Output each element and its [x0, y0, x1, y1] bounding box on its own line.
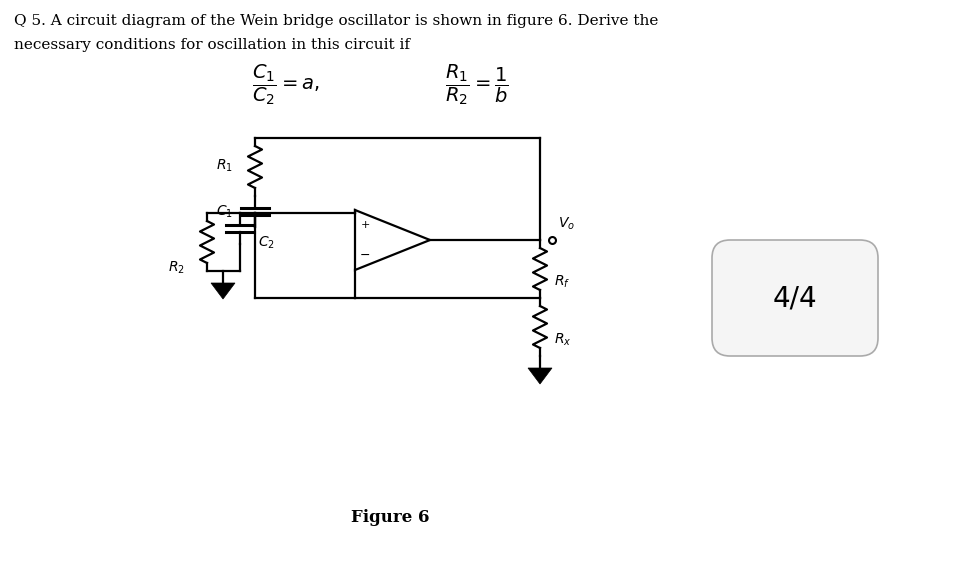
Text: $R_2$: $R_2$: [168, 260, 185, 276]
Text: $\dfrac{C_1}{C_2} = a,$: $\dfrac{C_1}{C_2} = a,$: [252, 62, 319, 107]
Text: $R_x$: $R_x$: [554, 332, 572, 348]
Polygon shape: [528, 368, 552, 384]
Polygon shape: [211, 283, 235, 299]
Text: necessary conditions for oscillation in this circuit if: necessary conditions for oscillation in …: [14, 38, 410, 52]
Text: Q 5. A circuit diagram of the Wein bridge oscillator is shown in figure 6. Deriv: Q 5. A circuit diagram of the Wein bridg…: [14, 14, 659, 28]
Text: Figure 6: Figure 6: [351, 509, 430, 527]
Text: $R_1$: $R_1$: [216, 158, 233, 174]
Text: $V_o$: $V_o$: [558, 216, 575, 232]
Text: $C_1$: $C_1$: [216, 204, 233, 220]
Text: +: +: [361, 220, 369, 230]
Text: 4/4: 4/4: [773, 284, 817, 312]
Text: −: −: [360, 249, 370, 261]
Text: $R_f$: $R_f$: [554, 274, 571, 290]
FancyBboxPatch shape: [712, 240, 878, 356]
Text: $\dfrac{R_1}{R_2} = \dfrac{1}{b}$: $\dfrac{R_1}{R_2} = \dfrac{1}{b}$: [445, 62, 508, 107]
Text: $C_2$: $C_2$: [258, 235, 275, 251]
